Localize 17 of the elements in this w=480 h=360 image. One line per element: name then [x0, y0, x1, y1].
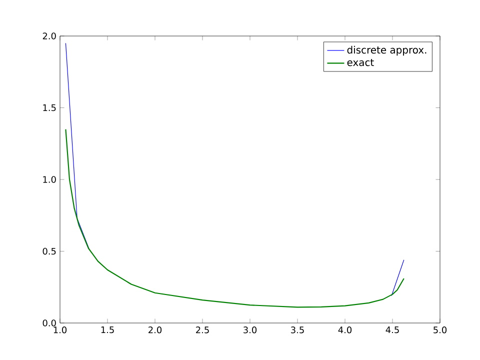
- x-tick-label: 4.0: [338, 326, 352, 334]
- x-tick-label: 3.0: [244, 326, 257, 334]
- y-tick-label: 0.0: [42, 320, 56, 326]
- x-tick-label: 5.0: [434, 326, 447, 334]
- line-series: [65, 128, 404, 308]
- x-tick-label: 1.5: [101, 326, 114, 334]
- x-tick-label: 4.5: [386, 326, 399, 334]
- x-tick-label: 3.5: [291, 326, 304, 334]
- x-tick-label: 2.5: [196, 326, 209, 334]
- y-tick-label: 1.5: [43, 104, 56, 112]
- x-tick-label: 2.0: [148, 326, 162, 334]
- y-tick-label: 0.5: [42, 248, 56, 255]
- y-tick-label: 1.0: [43, 176, 56, 183]
- legend-label: exact: [347, 58, 374, 66]
- y-tick-label: 2.0: [42, 32, 56, 40]
- x-tick-label: 1.0: [54, 326, 67, 334]
- legend-label: discrete approx.: [347, 46, 426, 56]
